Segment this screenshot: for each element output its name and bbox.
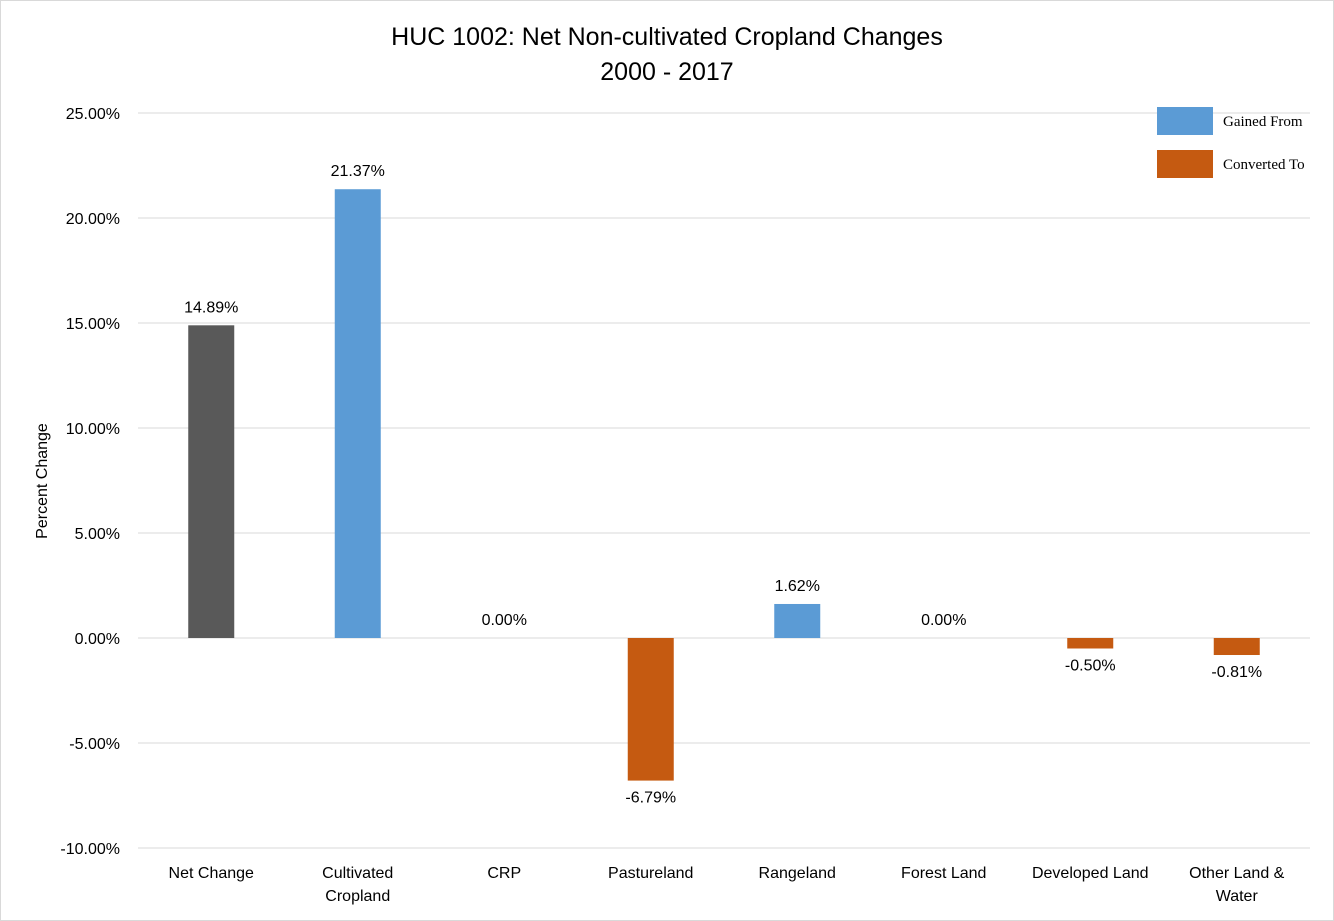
bars	[188, 189, 1260, 781]
bar-1	[334, 189, 381, 639]
x-tick-labels: Net Change Cultivated Cropland CRP Pasturela…	[169, 865, 1285, 905]
bar-6	[1067, 638, 1114, 649]
x-tick-label: CRP	[487, 865, 521, 882]
y-tick-label: 10.00%	[66, 421, 120, 438]
data-label: 0.00%	[921, 612, 966, 629]
chart-subtitle: 2000 - 2017	[600, 58, 733, 86]
gridlines	[138, 112, 1310, 849]
data-label: -0.81%	[1211, 664, 1262, 681]
y-tick-label: 20.00%	[66, 211, 120, 228]
bar-0	[188, 325, 235, 638]
bar-3	[627, 638, 674, 781]
x-tick-label: Net Change	[169, 865, 254, 882]
data-label: 0.00%	[482, 612, 527, 629]
x-tick-label: Developed Land	[1032, 865, 1149, 882]
y-axis-label: Percent Change	[34, 423, 51, 539]
data-label: -6.79%	[625, 790, 676, 807]
y-tick-label: -5.00%	[69, 736, 120, 753]
x-tick-label: Pastureland	[608, 865, 693, 882]
legend-swatch-gained	[1157, 107, 1213, 135]
data-labels: 14.89% 21.37% 0.00% -6.79% 1.62% 0.00% -0.50% -…	[184, 163, 1262, 806]
y-tick-label: 15.00%	[66, 316, 120, 333]
x-tick-label: Cropland	[325, 888, 390, 905]
legend-label: Gained From	[1223, 114, 1303, 130]
legend-label: Converted To	[1223, 157, 1305, 173]
y-tick-label: 0.00%	[75, 631, 120, 648]
x-tick-label: Forest Land	[901, 865, 986, 882]
x-tick-label: Cultivated	[322, 865, 393, 882]
bar-4	[774, 603, 821, 638]
legend-swatch-converted	[1157, 150, 1213, 178]
y-tick-label: -10.00%	[60, 841, 120, 858]
chart-title: HUC 1002: Net Non-cultivated Cropland Ch…	[391, 23, 943, 51]
data-label: 21.37%	[331, 163, 385, 180]
bar-7	[1213, 638, 1260, 656]
legend: Gained From Converted To	[1157, 107, 1305, 178]
y-tick-label: 25.00%	[66, 106, 120, 123]
data-label: -0.50%	[1065, 658, 1116, 675]
y-tick-labels: 25.00% 20.00% 15.00% 10.00% 5.00% 0.00% -5.00%…	[60, 106, 120, 858]
y-tick-label: 5.00%	[75, 526, 120, 543]
x-tick-label: Water	[1216, 888, 1259, 905]
data-label: 14.89%	[184, 299, 238, 316]
data-label: 1.62%	[775, 578, 820, 595]
x-tick-label: Other Land &	[1189, 865, 1285, 882]
x-tick-label: Rangeland	[759, 865, 836, 882]
